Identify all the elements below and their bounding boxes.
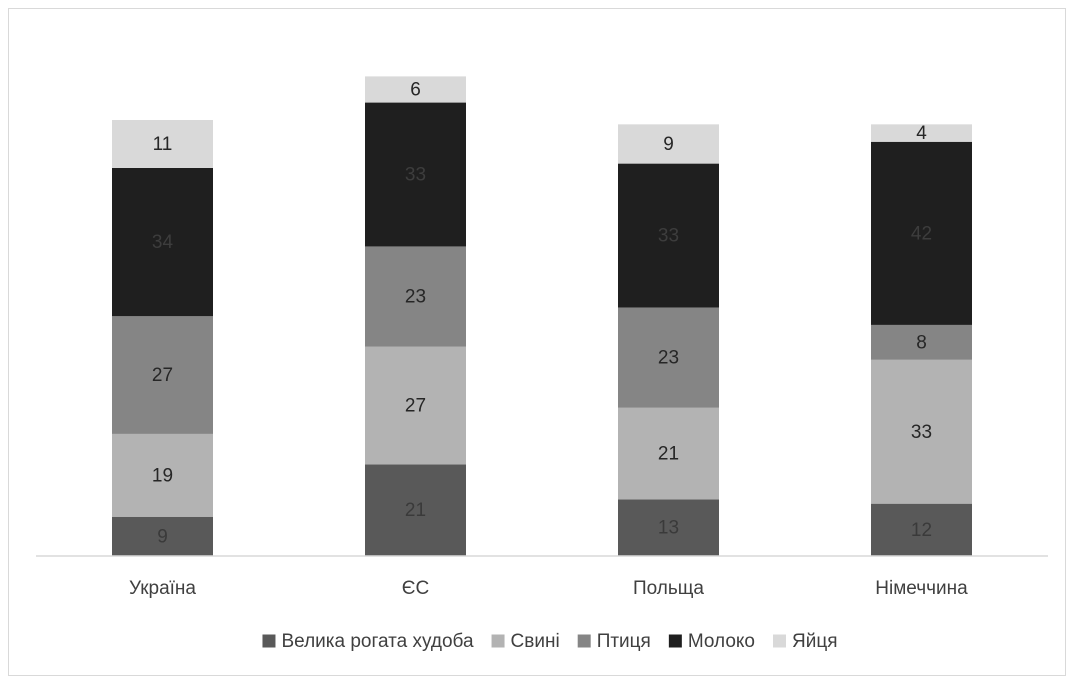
data-label-3-series-1: 33 (911, 422, 932, 443)
data-label-1-series-2: 23 (405, 287, 426, 308)
bar-1-series-2 (365, 246, 466, 347)
data-label-0-series-3: 34 (152, 232, 174, 253)
data-label-2-series-2: 23 (658, 348, 679, 369)
bars-group: 9 19 27 34 11 21 27 23 33 6 13 21 23 33 9 12 33 8 42 4 (112, 76, 972, 556)
bar-2-series-2 (618, 307, 719, 408)
bar-0-series-1 (112, 433, 213, 517)
bar-3-series-0 (871, 503, 972, 556)
data-label-0-series-0: 9 (157, 526, 168, 547)
bar-0-series-0 (112, 516, 213, 556)
legend-label-4: Яйця (792, 631, 838, 652)
bar-1-series-3 (365, 102, 466, 247)
legend-swatch-2 (577, 634, 591, 648)
category-label-3: Німеччина (875, 578, 968, 599)
bar-2-series-1 (618, 407, 719, 500)
data-label-1-series-4: 6 (410, 79, 421, 100)
bar-0-series-3 (112, 167, 213, 317)
legend-swatch-3 (668, 634, 682, 648)
bar-1-series-0 (365, 464, 466, 556)
bar-2-series-4 (618, 124, 719, 164)
legend-label-0: Велика рогата худоба (281, 631, 473, 652)
legend-swatch-0 (262, 634, 276, 648)
data-label-3-series-3: 42 (911, 223, 932, 244)
category-label-0: Україна (129, 578, 196, 599)
bar-3-series-1 (871, 359, 972, 504)
legend-swatch-4 (773, 634, 787, 648)
bar-3-series-4 (871, 124, 972, 142)
data-label-2-series-0: 13 (658, 518, 679, 539)
data-label-0-series-1: 19 (152, 465, 173, 486)
data-label-3-series-0: 12 (911, 520, 932, 541)
data-label-1-series-0: 21 (405, 500, 426, 521)
bar-1-series-1 (365, 346, 466, 465)
data-label-1-series-3: 33 (405, 165, 426, 186)
legend-label-2: Птиця (597, 631, 651, 652)
data-label-3-series-2: 8 (916, 332, 927, 353)
category-labels: Україна ЄС Польща Німеччина (129, 578, 968, 599)
legend: Велика рогата худоба Свині Птиця Молоко Яйця (262, 631, 838, 652)
category-label-2: Польща (633, 578, 704, 599)
bar-1-series-4 (365, 76, 466, 103)
data-label-2-series-1: 21 (658, 444, 679, 465)
bar-0-series-2 (112, 316, 213, 434)
legend-label-3: Молоко (688, 631, 755, 652)
category-label-1: ЄС (402, 578, 429, 599)
data-label-2-series-4: 9 (663, 134, 674, 155)
data-label-0-series-2: 27 (152, 365, 173, 386)
bar-3-series-2 (871, 324, 972, 360)
bar-2-series-0 (618, 499, 719, 556)
legend-swatch-1 (491, 634, 505, 648)
data-label-0-series-4: 11 (153, 134, 173, 155)
data-label-3-series-4: 4 (916, 123, 927, 144)
data-label-2-series-3: 33 (658, 226, 679, 247)
bar-2-series-3 (618, 163, 719, 308)
bar-0-series-4 (112, 120, 213, 168)
legend-label-1: Свині (511, 631, 560, 652)
data-label-1-series-1: 27 (405, 396, 426, 417)
bar-3-series-3 (871, 141, 972, 325)
